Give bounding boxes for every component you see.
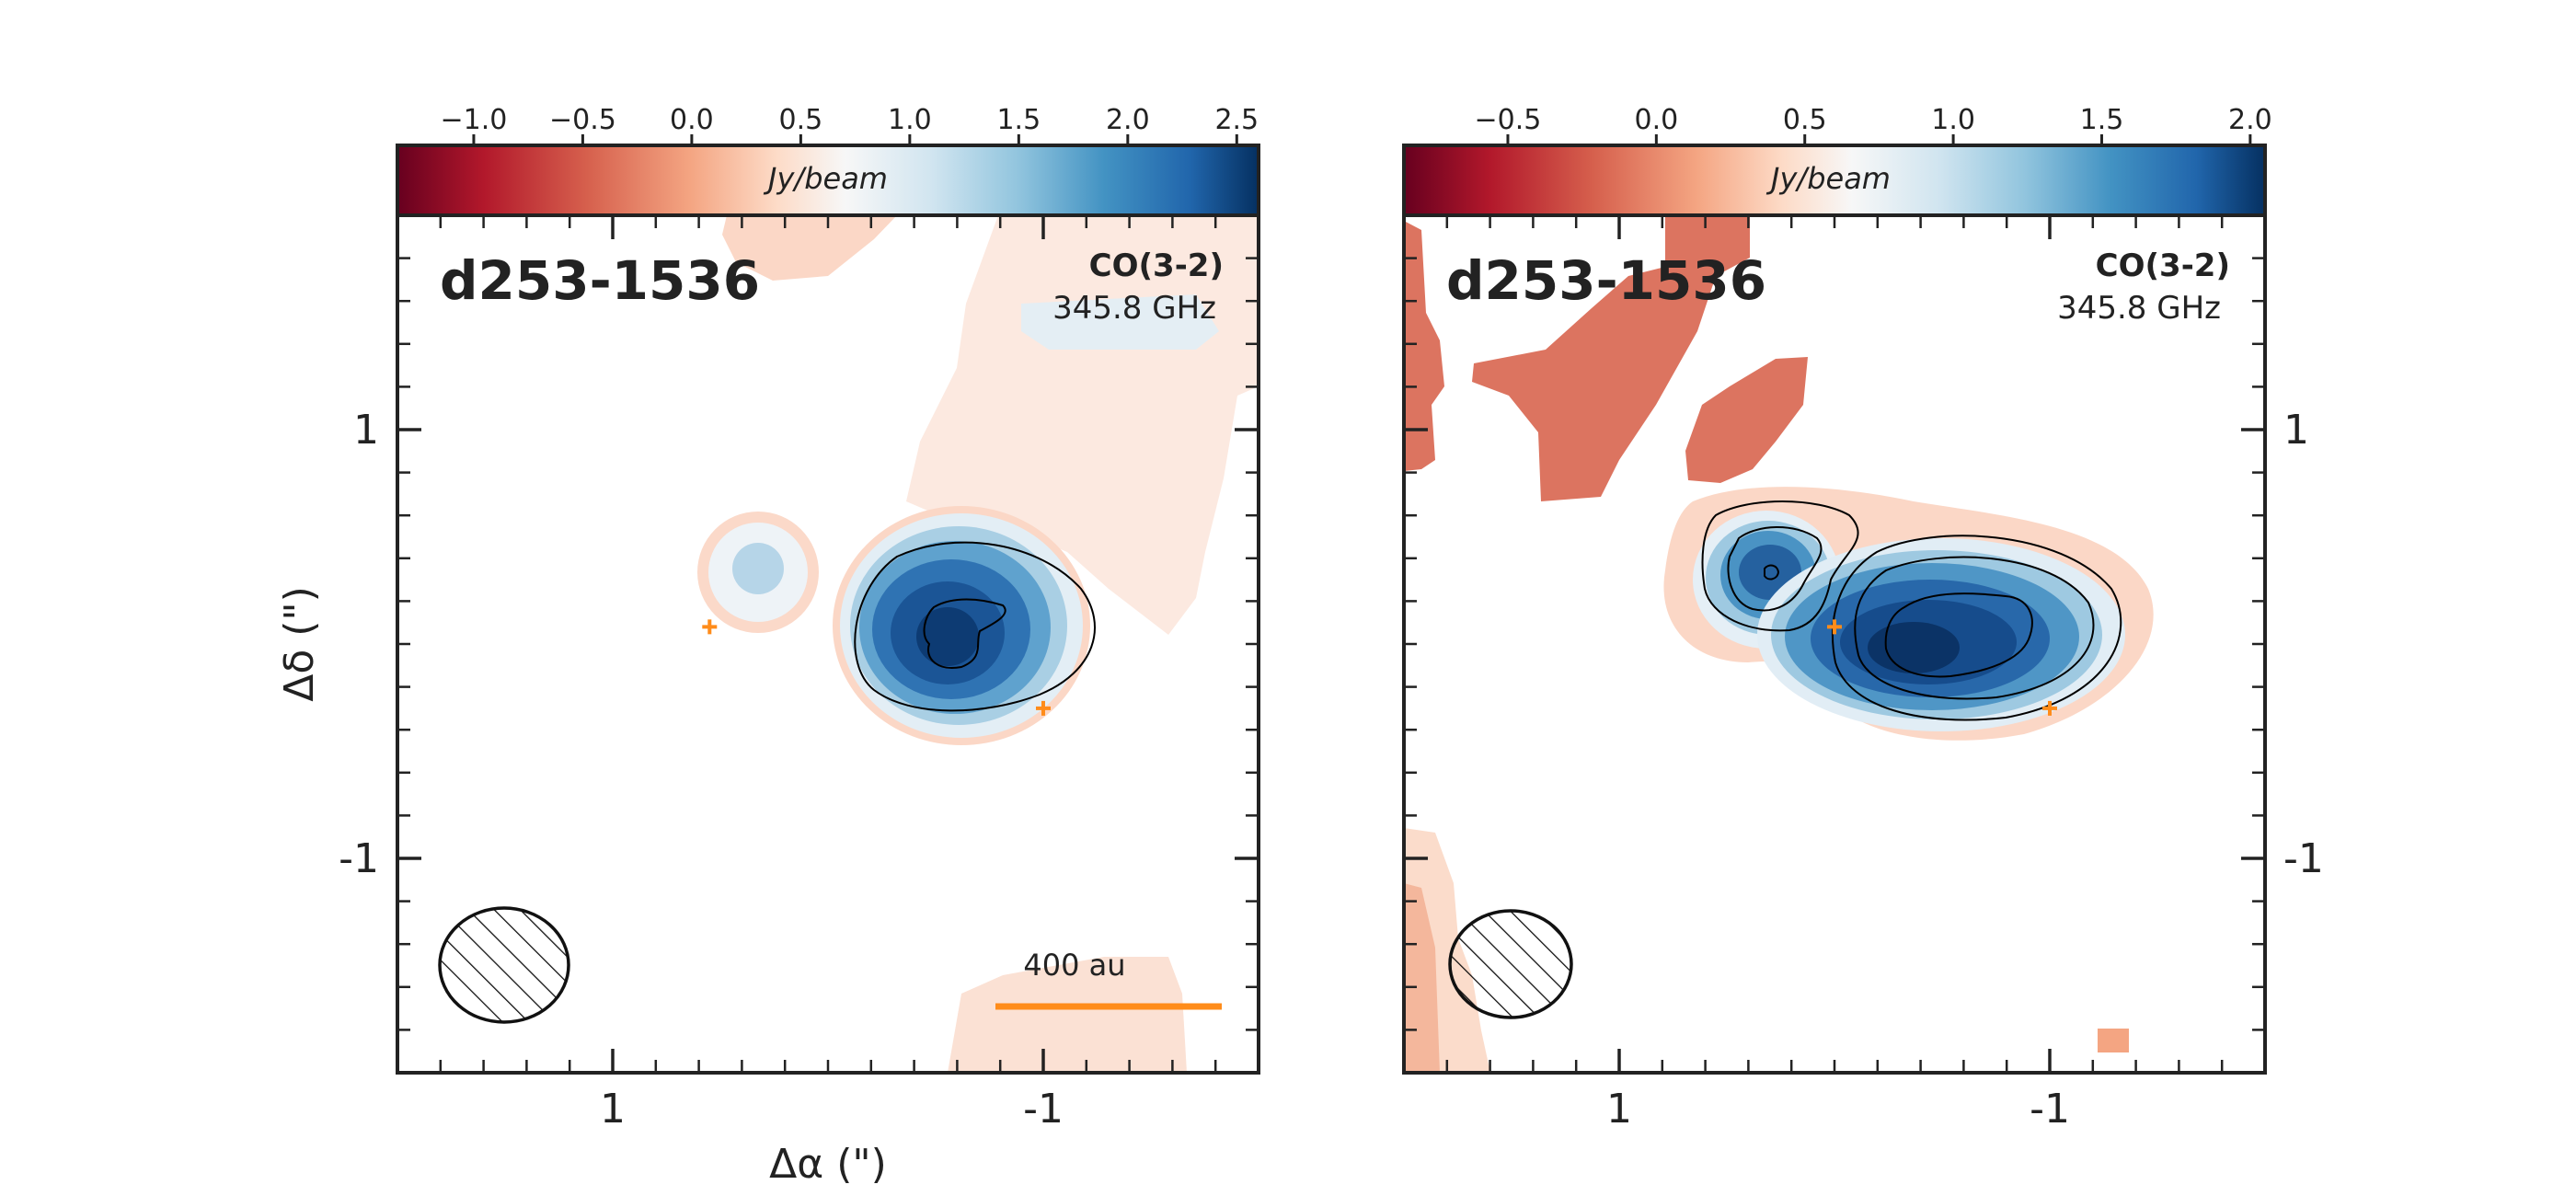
beam-ellipse bbox=[1448, 909, 1573, 1019]
y-axis-label: Δδ (") bbox=[276, 586, 323, 702]
contour-right-mid bbox=[1854, 556, 2095, 700]
colorbar-tick-label: −1.0 bbox=[441, 104, 508, 136]
contour-outer bbox=[854, 541, 1096, 712]
colorbar-gradient bbox=[396, 144, 1260, 217]
negative-patch-sw-2 bbox=[1404, 883, 1440, 1073]
y-tick-label: -1 bbox=[339, 835, 379, 882]
line-label: CO(3-2) bbox=[1089, 247, 1224, 284]
negative-patch-west bbox=[1404, 221, 1444, 471]
frequency-label: 345.8 GHz bbox=[2057, 290, 2221, 327]
colorbar-label: Jy/beam bbox=[1765, 161, 1891, 196]
colorbar-tick-label: −0.5 bbox=[1475, 104, 1542, 136]
colorbar-tick-label: −0.5 bbox=[549, 104, 616, 136]
colorbar-tick-label: 1.5 bbox=[2080, 104, 2124, 136]
colorbar-tick-label: 0.5 bbox=[1783, 104, 1827, 136]
diffuse-emission-bottom bbox=[948, 957, 1187, 1073]
scale-bar-label: 400 au bbox=[1023, 948, 1125, 983]
frequency-label: 345.8 GHz bbox=[1052, 290, 1216, 327]
position-marker bbox=[1827, 619, 1842, 635]
position-marker bbox=[702, 619, 718, 635]
x-tick-label: 1 bbox=[600, 1086, 626, 1133]
negative-patch-n bbox=[1685, 357, 1808, 483]
contour-left-outer bbox=[1701, 500, 1859, 632]
colorbar-left: Jy/beam −1.0 −0.5 0.0 0.5 1.0 1.5 2.0 2.5 bbox=[396, 104, 1260, 217]
x-tick-label: -1 bbox=[2030, 1086, 2070, 1133]
colorbar-tick-label: 0.0 bbox=[1634, 104, 1678, 136]
panel-left: Jy/beam −1.0 −0.5 0.0 0.5 1.0 1.5 2.0 2.5 bbox=[276, 104, 1260, 1188]
position-marker bbox=[2042, 700, 2057, 716]
y-tick-label: -1 bbox=[2283, 835, 2324, 882]
colorbar-tick-label: 2.5 bbox=[1214, 104, 1259, 136]
source-name: d253-1536 bbox=[1446, 249, 1766, 312]
contour-right-inner bbox=[1884, 592, 2033, 678]
axis-ticks-right: 1 -1 1 -1 bbox=[1402, 213, 2324, 1133]
contour-inner bbox=[923, 598, 1006, 669]
colorbar-ticks: −1.0 −0.5 0.0 0.5 1.0 1.5 2.0 2.5 bbox=[441, 104, 1259, 145]
x-tick-label: -1 bbox=[1023, 1086, 1064, 1133]
emission-blob-l6 bbox=[916, 607, 979, 666]
negative-patch-nw bbox=[1472, 215, 1750, 501]
position-marker bbox=[1036, 700, 1051, 716]
colorbar-label: Jy/beam bbox=[763, 161, 888, 196]
colorbar-tick-label: 1.5 bbox=[996, 104, 1041, 136]
contour-left-peak bbox=[1764, 564, 1780, 581]
colorbar-tick-label: 1.0 bbox=[1931, 104, 1975, 136]
emission-clump-small-peak bbox=[732, 543, 784, 594]
y-tick-label: 1 bbox=[2283, 407, 2309, 454]
line-label: CO(3-2) bbox=[2096, 247, 2230, 284]
colorbar-tick-label: 0.5 bbox=[779, 104, 823, 136]
y-tick-label: 1 bbox=[353, 407, 379, 454]
colorbar-tick-label: 2.0 bbox=[2228, 104, 2272, 136]
colorbar-tick-label: 2.0 bbox=[1106, 104, 1150, 136]
colorbar-ticks: −0.5 0.0 0.5 1.0 1.5 2.0 bbox=[1475, 104, 2272, 145]
diffuse-emission-ne bbox=[1021, 294, 1219, 350]
contour-left-inner bbox=[1727, 526, 1823, 612]
axis-ticks-left: 1 -1 1 -1 bbox=[339, 213, 1260, 1133]
contour-right-outer bbox=[1832, 535, 2122, 721]
negative-patch-se bbox=[2098, 1029, 2129, 1052]
beam-ellipse bbox=[438, 906, 570, 1024]
panel-right: Jy/beam −0.5 0.0 0.5 1.0 1.5 2.0 bbox=[1402, 104, 2324, 1133]
markers bbox=[702, 619, 2057, 716]
x-axis-label: Δα (") bbox=[769, 1141, 887, 1188]
colorbar-tick-label: 1.0 bbox=[888, 104, 932, 136]
emission-blob-right-l6 bbox=[1868, 622, 1960, 673]
colorbar-tick-label: 0.0 bbox=[670, 104, 714, 136]
source-name: d253-1536 bbox=[440, 249, 760, 312]
diffuse-emission-top bbox=[722, 215, 897, 281]
x-tick-label: 1 bbox=[1606, 1086, 1632, 1133]
colorbar-right: Jy/beam −0.5 0.0 0.5 1.0 1.5 2.0 bbox=[1402, 104, 2272, 217]
